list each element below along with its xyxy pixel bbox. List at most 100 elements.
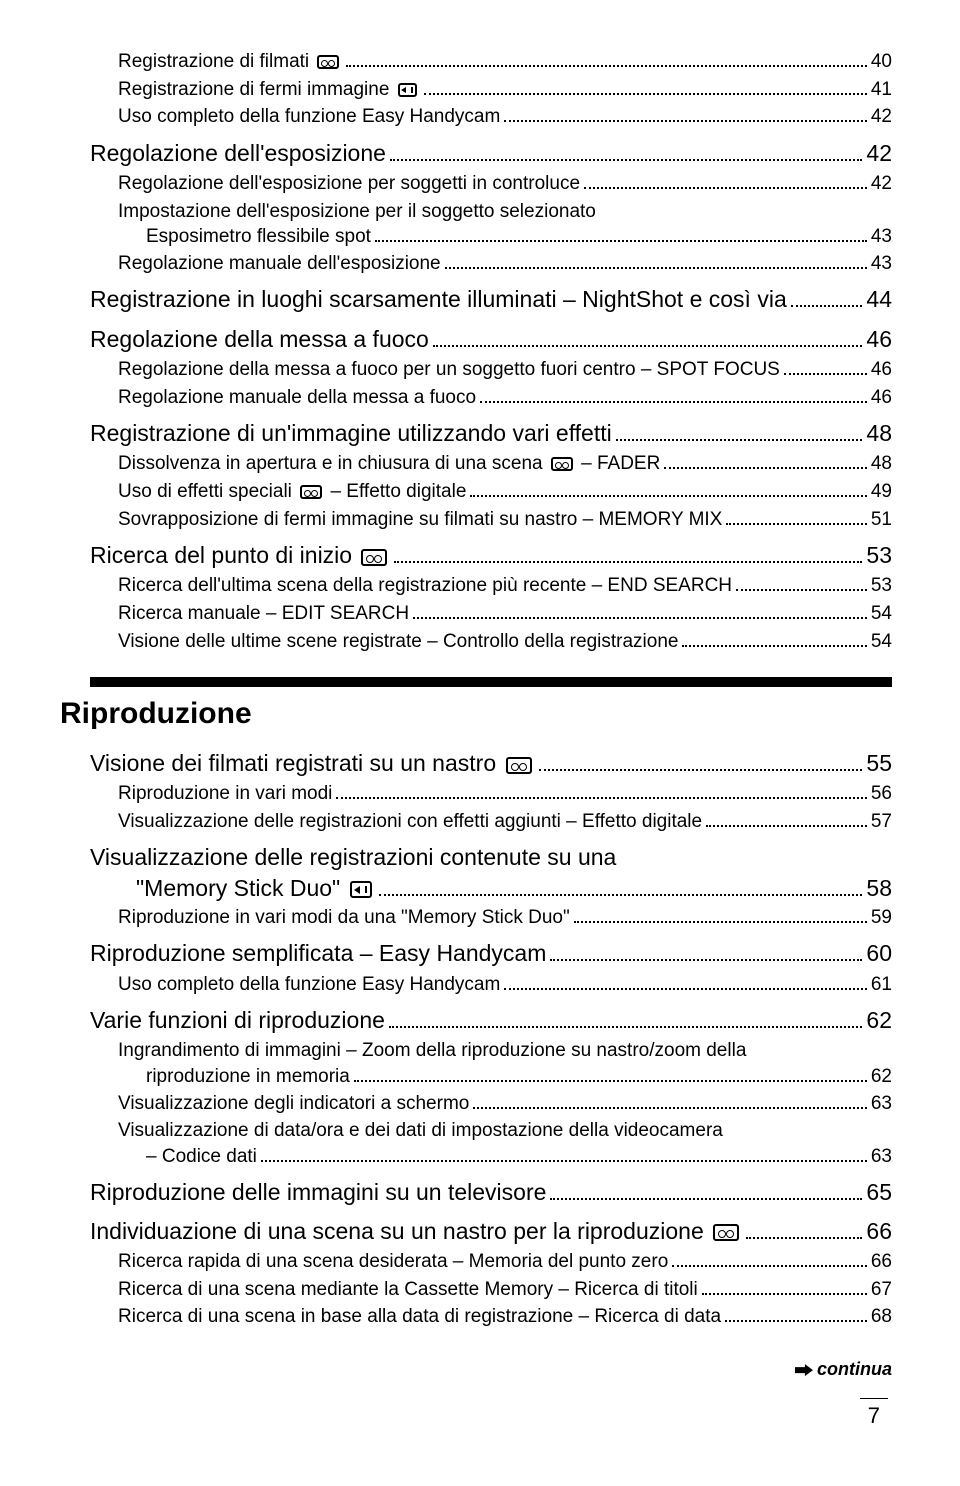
toc-label: Ricerca manuale – EDIT SEARCH bbox=[118, 600, 409, 628]
toc-entry[interactable]: Ricerca rapida di una scena desiderata –… bbox=[90, 1248, 892, 1276]
toc-label: Visualizzazione delle registrazioni cont… bbox=[90, 842, 892, 873]
toc-leader-dots bbox=[574, 907, 867, 923]
toc-label: Visione delle ultime scene registrate – … bbox=[118, 628, 678, 656]
card-icon bbox=[398, 83, 417, 97]
toc-label: Registrazione di filmati bbox=[118, 48, 342, 76]
toc-entry[interactable]: Ingrandimento di immagini – Zoom della r… bbox=[90, 1038, 892, 1089]
toc-block-top: Registrazione di filmati 40Registrazione… bbox=[90, 48, 892, 655]
toc-leader-dots bbox=[470, 481, 866, 497]
toc-leader-dots bbox=[261, 1146, 867, 1162]
toc-leader-dots bbox=[394, 544, 862, 564]
toc-block-bottom: Visione dei filmati registrati su un nas… bbox=[90, 747, 892, 1331]
toc-leader-dots bbox=[354, 1066, 867, 1082]
toc-entry[interactable]: Visualizzazione delle registrazioni cont… bbox=[90, 842, 892, 904]
toc-entry[interactable]: Uso completo della funzione Easy Handyca… bbox=[90, 971, 892, 999]
toc-entry[interactable]: Regolazione della messa a fuoco per un s… bbox=[90, 356, 892, 384]
toc-leader-dots bbox=[539, 752, 863, 772]
toc-leader-dots bbox=[379, 876, 863, 896]
toc-label: Visualizzazione degli indicatori a scher… bbox=[118, 1090, 469, 1118]
toc-label: Registrazione di fermi immagine bbox=[118, 76, 420, 104]
toc-entry[interactable]: Varie funzioni di riproduzione 62 bbox=[90, 1004, 892, 1037]
toc-page-ref: 57 bbox=[871, 808, 892, 836]
toc-entry[interactable]: Regolazione della messa a fuoco46 bbox=[90, 323, 892, 356]
toc-entry[interactable]: Visualizzazione degli indicatori a scher… bbox=[90, 1090, 892, 1118]
toc-page-ref: 55 bbox=[866, 747, 892, 780]
toc-leader-dots bbox=[346, 51, 866, 67]
toc-leader-dots bbox=[473, 1093, 867, 1109]
toc-page-ref: 63 bbox=[871, 1144, 892, 1170]
toc-entry[interactable]: Individuazione di una scena su un nastro… bbox=[90, 1215, 892, 1248]
continue-indicator: continua bbox=[90, 1359, 892, 1380]
toc-page-ref: 62 bbox=[871, 1064, 892, 1090]
toc-leader-dots bbox=[390, 141, 862, 161]
toc-label: Riproduzione in vari modi bbox=[118, 780, 332, 808]
toc-entry[interactable]: Visione delle ultime scene registrate – … bbox=[90, 628, 892, 656]
toc-page-ref: 58 bbox=[866, 873, 892, 904]
toc-page-ref: 48 bbox=[866, 417, 892, 450]
toc-entry[interactable]: Uso di effetti speciali – Effetto digita… bbox=[90, 478, 892, 506]
toc-entry[interactable]: Regolazione dell'esposizione 42 bbox=[90, 137, 892, 170]
toc-page: Registrazione di filmati 40Registrazione… bbox=[0, 0, 960, 1459]
toc-page-ref: 53 bbox=[871, 572, 892, 600]
toc-leader-dots bbox=[375, 226, 867, 242]
section-heading: Riproduzione bbox=[60, 697, 892, 731]
toc-label: Regolazione della messa a fuoco bbox=[90, 323, 429, 356]
toc-entry[interactable]: Regolazione manuale dell'esposizione43 bbox=[90, 250, 892, 278]
toc-page-ref: 62 bbox=[866, 1004, 892, 1037]
toc-page-ref: 56 bbox=[871, 780, 892, 808]
toc-label: Uso di effetti speciali – Effetto digita… bbox=[118, 478, 466, 506]
toc-entry[interactable]: Riproduzione in vari modi 56 bbox=[90, 780, 892, 808]
toc-leader-dots bbox=[784, 359, 867, 375]
toc-leader-dots bbox=[445, 253, 867, 269]
toc-entry[interactable]: Riproduzione delle immagini su un televi… bbox=[90, 1176, 892, 1209]
toc-entry[interactable]: Dissolvenza in apertura e in chiusura di… bbox=[90, 450, 892, 478]
toc-entry[interactable]: Impostazione dell'esposizione per il sog… bbox=[90, 199, 892, 250]
toc-entry[interactable]: Uso completo della funzione Easy Handyca… bbox=[90, 103, 892, 131]
toc-entry[interactable]: Registrazione di un'immagine utilizzando… bbox=[90, 417, 892, 450]
tape-icon bbox=[713, 1224, 739, 1241]
toc-entry[interactable]: Ricerca manuale – EDIT SEARCH 54 bbox=[90, 600, 892, 628]
toc-page-ref: 54 bbox=[871, 600, 892, 628]
toc-entry[interactable]: Visione dei filmati registrati su un nas… bbox=[90, 747, 892, 780]
toc-label: Ricerca del punto di inizio bbox=[90, 539, 390, 572]
tape-icon bbox=[300, 485, 322, 499]
toc-label: Varie funzioni di riproduzione bbox=[90, 1004, 385, 1037]
toc-entry[interactable]: Regolazione dell'esposizione per soggett… bbox=[90, 170, 892, 198]
arrow-right-icon bbox=[795, 1364, 813, 1376]
toc-entry[interactable]: Visualizzazione di data/ora e dei dati d… bbox=[90, 1118, 892, 1169]
toc-entry[interactable]: Visualizzazione delle registrazioni con … bbox=[90, 808, 892, 836]
toc-label: Regolazione dell'esposizione per soggett… bbox=[118, 170, 580, 198]
toc-entry[interactable]: Ricerca dell'ultima scena della registra… bbox=[90, 572, 892, 600]
toc-entry[interactable]: Sovrapposizione di fermi immagine su fil… bbox=[90, 506, 892, 534]
toc-label: Regolazione dell'esposizione bbox=[90, 137, 386, 170]
tape-icon bbox=[317, 55, 339, 69]
toc-entry[interactable]: Riproduzione semplificata – Easy Handyca… bbox=[90, 937, 892, 970]
toc-label: Ricerca dell'ultima scena della registra… bbox=[118, 572, 732, 600]
toc-label: Ricerca di una scena in base alla data d… bbox=[118, 1303, 721, 1331]
toc-leader-dots bbox=[726, 508, 867, 524]
toc-label: "Memory Stick Duo" bbox=[136, 873, 375, 904]
toc-label: Ricerca di una scena mediante la Cassett… bbox=[118, 1276, 698, 1304]
toc-leader-dots bbox=[682, 630, 866, 646]
toc-page-ref: 49 bbox=[871, 478, 892, 506]
toc-leader-dots bbox=[702, 1279, 867, 1295]
toc-entry[interactable]: Registrazione di fermi immagine 41 bbox=[90, 76, 892, 104]
toc-leader-dots bbox=[389, 1009, 862, 1029]
toc-entry[interactable]: Ricerca di una scena in base alla data d… bbox=[90, 1303, 892, 1331]
toc-page-ref: 42 bbox=[866, 137, 892, 170]
toc-label: Regolazione manuale della messa a fuoco bbox=[118, 384, 476, 412]
toc-label: Visualizzazione di data/ora e dei dati d… bbox=[118, 1118, 892, 1144]
toc-entry[interactable]: Registrazione di filmati 40 bbox=[90, 48, 892, 76]
toc-entry[interactable]: Ricerca di una scena mediante la Cassett… bbox=[90, 1276, 892, 1304]
toc-entry[interactable]: Registrazione in luoghi scarsamente illu… bbox=[90, 283, 892, 316]
toc-leader-dots bbox=[746, 1219, 862, 1239]
toc-entry[interactable]: Ricerca del punto di inizio 53 bbox=[90, 539, 892, 572]
toc-leader-dots bbox=[413, 603, 867, 619]
toc-label: Esposimetro flessibile spot bbox=[146, 224, 371, 250]
toc-page-ref: 44 bbox=[866, 283, 892, 316]
toc-entry[interactable]: Riproduzione in vari modi da una "Memory… bbox=[90, 904, 892, 932]
toc-page-ref: 54 bbox=[871, 628, 892, 656]
toc-entry[interactable]: Regolazione manuale della messa a fuoco4… bbox=[90, 384, 892, 412]
card-icon bbox=[350, 881, 372, 898]
toc-leader-dots bbox=[424, 78, 867, 94]
